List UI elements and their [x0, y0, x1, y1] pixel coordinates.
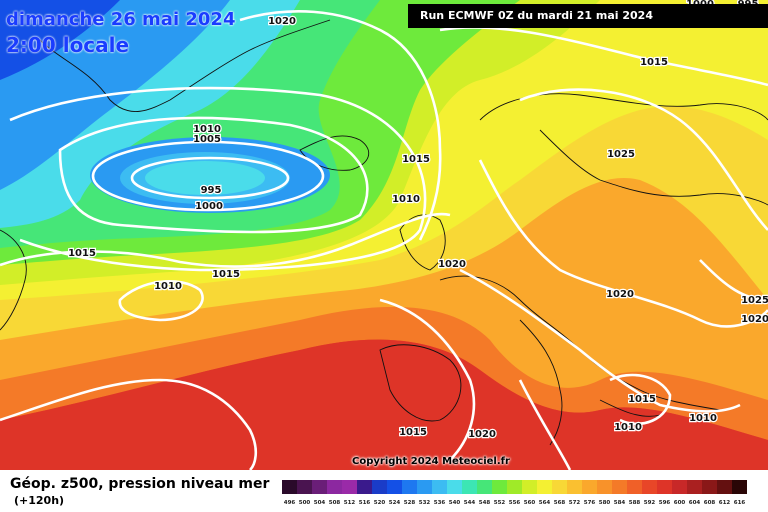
copyright-text: Copyright 2024 Meteociel.fr	[352, 456, 510, 467]
legend-tick-label: 580	[599, 500, 611, 506]
legend-tick-label: 544	[464, 500, 476, 506]
forecast-date: dimanche 26 mai 2024	[6, 9, 236, 30]
isobar-label: 1015	[628, 394, 656, 405]
isobar-label: 1015	[640, 57, 668, 68]
legend-swatch	[477, 480, 492, 494]
legend-swatch	[327, 480, 342, 494]
isobar-label: 1020	[438, 259, 466, 270]
legend-tick-label: 608	[704, 500, 716, 506]
legend-tick-label: 500	[299, 500, 311, 506]
forecast-local-time: 2:00 locale	[6, 33, 130, 57]
legend-tick-label: 612	[719, 500, 731, 506]
legend-tick-label: 548	[479, 500, 491, 506]
legend-swatch	[462, 480, 477, 494]
legend-tick-label: 532	[419, 500, 431, 506]
legend-swatch	[387, 480, 402, 494]
legend-swatch	[567, 480, 582, 494]
legend-tick-label: 524	[389, 500, 401, 506]
legend-tick-label: 508	[329, 500, 341, 506]
legend-tick-label: 592	[644, 500, 656, 506]
isobar-label: 1015	[402, 154, 430, 165]
isobar-label: 1025	[607, 149, 635, 160]
isobar-label: 1020	[741, 314, 768, 325]
legend-tick-label: 584	[614, 500, 626, 506]
isobar-label: 1015	[212, 269, 240, 280]
legend-swatch	[627, 480, 642, 494]
legend-tick-label: 528	[404, 500, 416, 506]
legend-swatch	[372, 480, 387, 494]
isobar-label: 1015	[68, 248, 96, 259]
isobar-label: 1010	[689, 413, 717, 424]
legend-tick-label: 512	[344, 500, 356, 506]
model-run-label: Run ECMWF 0Z du mardi 21 mai 2024	[408, 4, 768, 28]
isobar-label: 1005	[193, 134, 221, 145]
legend-tick-label: 604	[689, 500, 701, 506]
legend-swatch	[492, 480, 507, 494]
legend-tick-label: 576	[584, 500, 596, 506]
legend-tick-label: 552	[494, 500, 506, 506]
legend-tick-label: 568	[554, 500, 566, 506]
weather-map: 1020 1015 1010 1005 995 1000 1015 1025 1010 1015 1…	[0, 0, 768, 470]
legend-tick-label: 556	[509, 500, 521, 506]
legend-tick-label: 560	[524, 500, 536, 506]
legend-swatch	[732, 480, 747, 494]
isobar-label: 1015	[399, 427, 427, 438]
legend-swatch	[282, 480, 297, 494]
legend-tick-label: 572	[569, 500, 581, 506]
legend-swatch	[672, 480, 687, 494]
legend-swatch	[612, 480, 627, 494]
legend-swatch	[717, 480, 732, 494]
legend-tick-label: 496	[284, 500, 296, 506]
isobar-label: 1010	[154, 281, 182, 292]
legend-tick-label: 600	[674, 500, 686, 506]
legend-swatch	[507, 480, 522, 494]
isobar-label: 995	[201, 185, 222, 196]
isobar-label: 1000	[195, 201, 223, 212]
map-footer: Géop. z500, pression niveau mer (+120h) …	[0, 470, 768, 512]
color-scale-legend: 496 500 504 508 512 516 520 524 528 532 536 540 544 5…	[282, 480, 747, 506]
isobar-label: 1020	[268, 16, 296, 27]
legend-swatch	[342, 480, 357, 494]
isobar-label: 1010	[193, 124, 221, 135]
isobar-label: 1020	[606, 289, 634, 300]
legend-swatch	[597, 480, 612, 494]
legend-swatch	[447, 480, 462, 494]
isobar-label: 1010	[614, 422, 642, 433]
legend-tick-label: 564	[539, 500, 551, 506]
legend-swatch	[297, 480, 312, 494]
legend-tick-label: 596	[659, 500, 671, 506]
legend-tick-label: 536	[434, 500, 446, 506]
legend-swatch	[432, 480, 447, 494]
legend-swatch	[417, 480, 432, 494]
legend-tick-label: 516	[359, 500, 371, 506]
legend-tick-label: 520	[374, 500, 386, 506]
legend-tick-label: 616	[734, 500, 746, 506]
legend-swatch	[702, 480, 717, 494]
legend-swatch	[357, 480, 372, 494]
legend-swatch	[687, 480, 702, 494]
isobar-label: 1025	[741, 295, 768, 306]
forecast-lead-time: (+120h)	[14, 494, 65, 507]
legend-tick-label: 540	[449, 500, 461, 506]
legend-tick-label: 588	[629, 500, 641, 506]
legend-swatch	[402, 480, 417, 494]
legend-swatch	[642, 480, 657, 494]
legend-swatch	[522, 480, 537, 494]
legend-swatch	[552, 480, 567, 494]
legend-swatch	[657, 480, 672, 494]
isobar-label: 1010	[392, 194, 420, 205]
legend-swatch	[537, 480, 552, 494]
legend-swatch	[582, 480, 597, 494]
isobar-label: 1020	[468, 429, 496, 440]
map-title: Géop. z500, pression niveau mer	[10, 476, 270, 492]
legend-swatch	[312, 480, 327, 494]
legend-tick-label: 504	[314, 500, 326, 506]
